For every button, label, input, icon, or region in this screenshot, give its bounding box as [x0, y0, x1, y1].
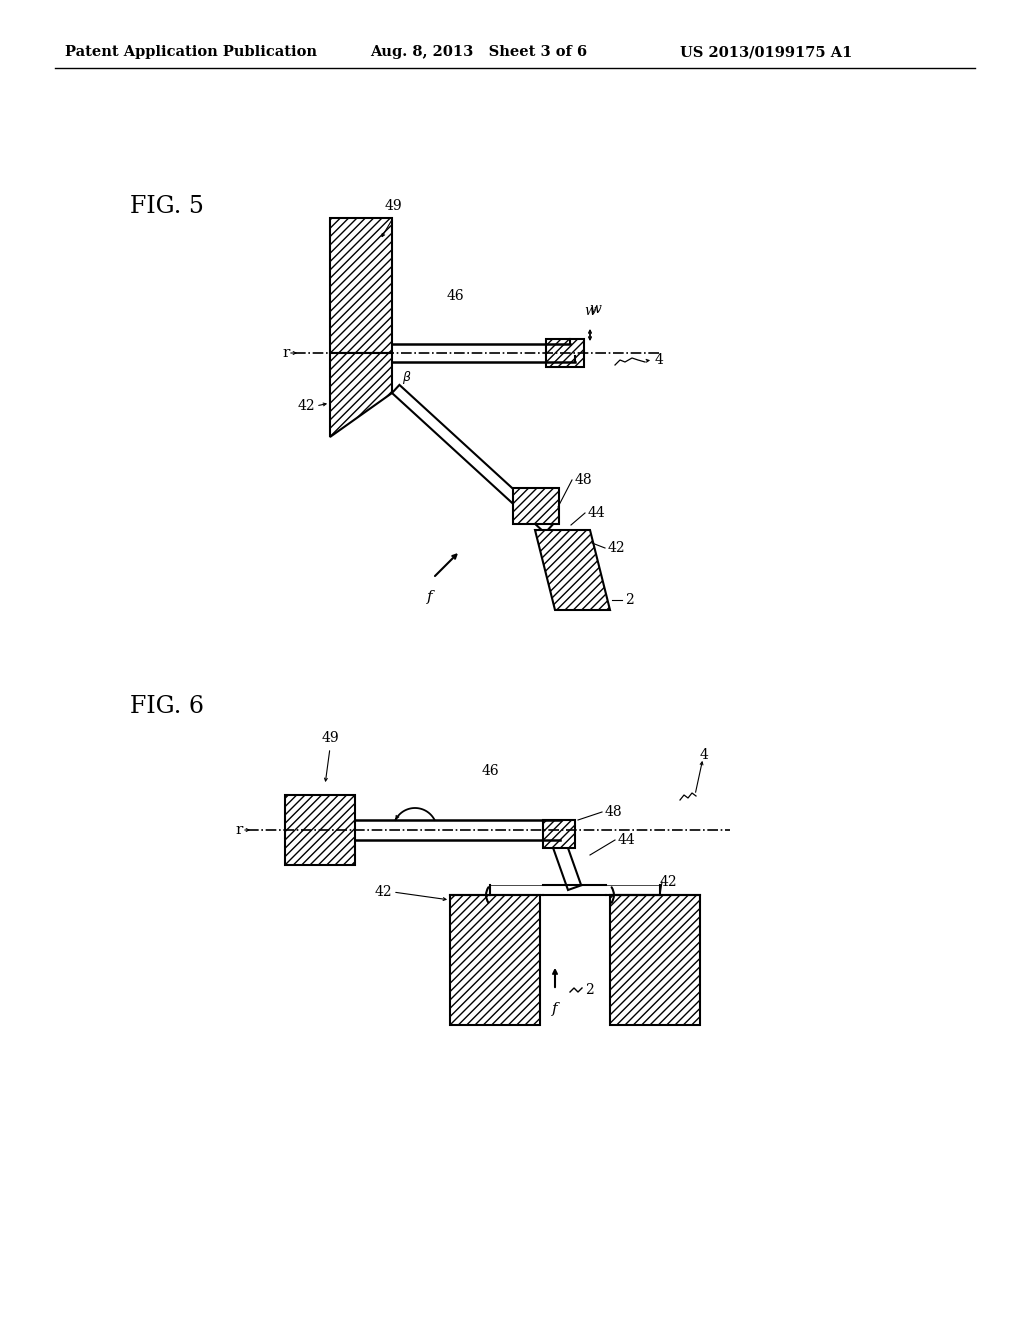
Bar: [546, 339, 584, 367]
Bar: [330, 218, 392, 352]
Text: r: r: [236, 822, 243, 837]
Polygon shape: [392, 385, 552, 533]
Text: 49: 49: [384, 199, 401, 213]
Text: 49: 49: [322, 731, 339, 744]
Bar: [543, 820, 575, 847]
Text: 2: 2: [585, 983, 594, 997]
Text: 48: 48: [605, 805, 623, 818]
Polygon shape: [535, 531, 610, 610]
Bar: [610, 895, 700, 1026]
Text: FIG. 5: FIG. 5: [130, 195, 204, 218]
Text: $\beta$: $\beta$: [402, 370, 412, 387]
Text: w: w: [584, 304, 596, 318]
Text: 48: 48: [575, 473, 593, 487]
Bar: [285, 795, 355, 865]
Text: r: r: [283, 346, 290, 360]
Text: 42: 42: [660, 875, 678, 888]
Text: w: w: [589, 302, 601, 315]
Polygon shape: [545, 820, 582, 890]
Text: 44: 44: [588, 506, 606, 520]
Text: US 2013/0199175 A1: US 2013/0199175 A1: [680, 45, 852, 59]
Text: f: f: [552, 1002, 558, 1016]
Text: 4: 4: [655, 352, 664, 367]
Text: 42: 42: [297, 399, 315, 413]
Text: 4: 4: [700, 748, 709, 762]
Bar: [450, 895, 540, 1026]
Text: 2: 2: [625, 593, 634, 607]
Text: 42: 42: [608, 541, 626, 554]
Text: f: f: [427, 590, 433, 605]
Text: Aug. 8, 2013   Sheet 3 of 6: Aug. 8, 2013 Sheet 3 of 6: [370, 45, 587, 59]
Text: FIG. 6: FIG. 6: [130, 696, 204, 718]
Text: Patent Application Publication: Patent Application Publication: [65, 45, 317, 59]
Text: 44: 44: [618, 833, 636, 847]
Text: 46: 46: [481, 764, 499, 777]
Text: 42: 42: [375, 884, 392, 899]
Polygon shape: [330, 352, 392, 437]
Text: 46: 46: [446, 289, 464, 304]
Bar: [513, 488, 559, 524]
